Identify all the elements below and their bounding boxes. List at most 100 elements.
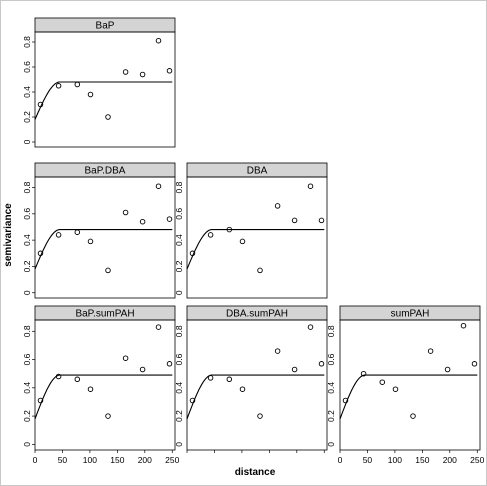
data-point xyxy=(55,83,62,89)
right-tick-label: 0.6 xyxy=(174,353,184,365)
y-tick-label: 0 xyxy=(22,442,32,447)
plot-border xyxy=(339,319,481,451)
y-tick-label: 0.2 xyxy=(22,260,32,272)
data-point xyxy=(257,267,263,274)
y-axis-title: semivariance xyxy=(3,203,14,267)
data-point xyxy=(74,229,81,235)
data-point xyxy=(166,361,173,367)
panel-bap-dba: BaP.DBA 0 0.2 0.4 0.6 0.8 0 0.2 0.4 0.6 0.8 xyxy=(22,162,184,299)
model-curve xyxy=(34,374,173,420)
x-tick-label: 100 xyxy=(388,455,402,465)
y-tick-label: 0.4 xyxy=(22,234,32,246)
data-point xyxy=(139,71,146,78)
data-point xyxy=(318,361,325,367)
panels-layer: BaP 0 0.2 0.4 0.6 0.8 BaP.DBA 0 0.2 0.4 0.6 0.8 0 0.2… xyxy=(22,17,485,465)
data-point xyxy=(87,91,94,98)
x-tick-label: 0 xyxy=(338,455,343,465)
data-point xyxy=(74,376,81,383)
x-tick-label: 50 xyxy=(363,455,373,465)
right-tick-label: 0.4 xyxy=(174,382,184,394)
right-tick-label: 0.6 xyxy=(326,353,336,365)
data-point xyxy=(122,209,129,216)
data-point xyxy=(87,238,94,245)
strip-label: DBA xyxy=(247,166,268,177)
data-point xyxy=(291,366,298,373)
data-point xyxy=(155,324,162,330)
data-point xyxy=(87,386,94,392)
x-tick-label: 50 xyxy=(58,455,68,465)
right-tick-label: 0.4 xyxy=(174,234,184,246)
data-point xyxy=(37,101,44,108)
y-tick-label: 0 xyxy=(22,139,32,144)
data-point xyxy=(427,348,434,354)
data-point xyxy=(460,322,467,329)
data-point xyxy=(155,183,162,189)
y-tick-label: 0.2 xyxy=(22,410,32,422)
right-tick-label: 0.4 xyxy=(326,382,336,394)
plot-border xyxy=(34,31,176,148)
data-point xyxy=(207,375,214,381)
panel-bap: BaP 0 0.2 0.4 0.6 0.8 xyxy=(22,17,176,148)
data-point xyxy=(307,183,314,189)
x-tick-label: 100 xyxy=(83,455,97,465)
data-point xyxy=(105,267,111,274)
data-point xyxy=(105,413,111,419)
data-point xyxy=(155,37,162,44)
x-tick-label: 150 xyxy=(110,455,124,465)
strip-label: DBA.sumPAH xyxy=(226,309,288,320)
plot-border xyxy=(34,319,176,451)
panel-dba-sumpah: DBA.sumPAH 0 0.2 0.4 0.6 0.8 xyxy=(186,305,336,453)
right-tick-label: 0 xyxy=(174,290,184,295)
right-tick-label: 0.8 xyxy=(174,181,184,193)
data-point xyxy=(444,366,451,373)
data-point xyxy=(392,386,399,392)
panel-bap-sumpah: BaP.sumPAH 0 0.2 0.4 0.6 0.8 0 0.2 0.4 0.6 0.8 0 50 1… xyxy=(22,305,184,465)
data-point xyxy=(55,232,62,238)
data-point xyxy=(166,216,173,222)
y-tick-label: 0.4 xyxy=(22,86,32,98)
data-point xyxy=(410,413,416,419)
data-point xyxy=(360,370,367,377)
model-curve xyxy=(186,229,325,270)
y-tick-label: 0.8 xyxy=(22,36,32,48)
data-point xyxy=(226,376,233,383)
data-point xyxy=(239,386,246,392)
data-point xyxy=(291,217,298,224)
y-tick-label: 0.8 xyxy=(22,325,32,337)
data-point xyxy=(207,232,214,238)
strip-label: BaP xyxy=(96,21,115,32)
model-curve xyxy=(34,229,173,270)
y-tick-label: 0.6 xyxy=(22,208,32,220)
data-point xyxy=(122,69,129,75)
x-tick-label: 200 xyxy=(138,455,152,465)
plot-border xyxy=(186,176,328,299)
x-tick-label: 200 xyxy=(443,455,457,465)
model-curve xyxy=(34,81,173,120)
right-tick-label: 0 xyxy=(326,442,336,447)
data-point xyxy=(307,324,314,330)
strip-label: BaP.sumPAH xyxy=(75,309,134,320)
right-tick-label: 0.2 xyxy=(174,260,184,272)
y-tick-label: 0.4 xyxy=(22,382,32,394)
data-point xyxy=(274,348,281,354)
data-point xyxy=(166,68,173,74)
x-tick-label: 0 xyxy=(33,455,38,465)
y-tick-label: 0.8 xyxy=(22,181,32,193)
data-point xyxy=(379,379,386,385)
data-point xyxy=(122,355,129,361)
data-point xyxy=(257,413,263,419)
y-tick-label: 0.2 xyxy=(22,111,32,123)
plot-border xyxy=(34,176,176,299)
data-point xyxy=(139,218,146,225)
data-point xyxy=(74,81,81,88)
x-tick-label: 250 xyxy=(165,455,179,465)
data-point xyxy=(318,217,325,224)
data-point xyxy=(105,114,111,120)
plot-border xyxy=(186,319,328,451)
data-point xyxy=(239,238,246,245)
x-tick-label: 150 xyxy=(415,455,429,465)
x-tick-label: 250 xyxy=(470,455,484,465)
y-tick-label: 0.6 xyxy=(22,353,32,365)
data-point xyxy=(189,397,196,404)
data-point xyxy=(139,366,146,373)
